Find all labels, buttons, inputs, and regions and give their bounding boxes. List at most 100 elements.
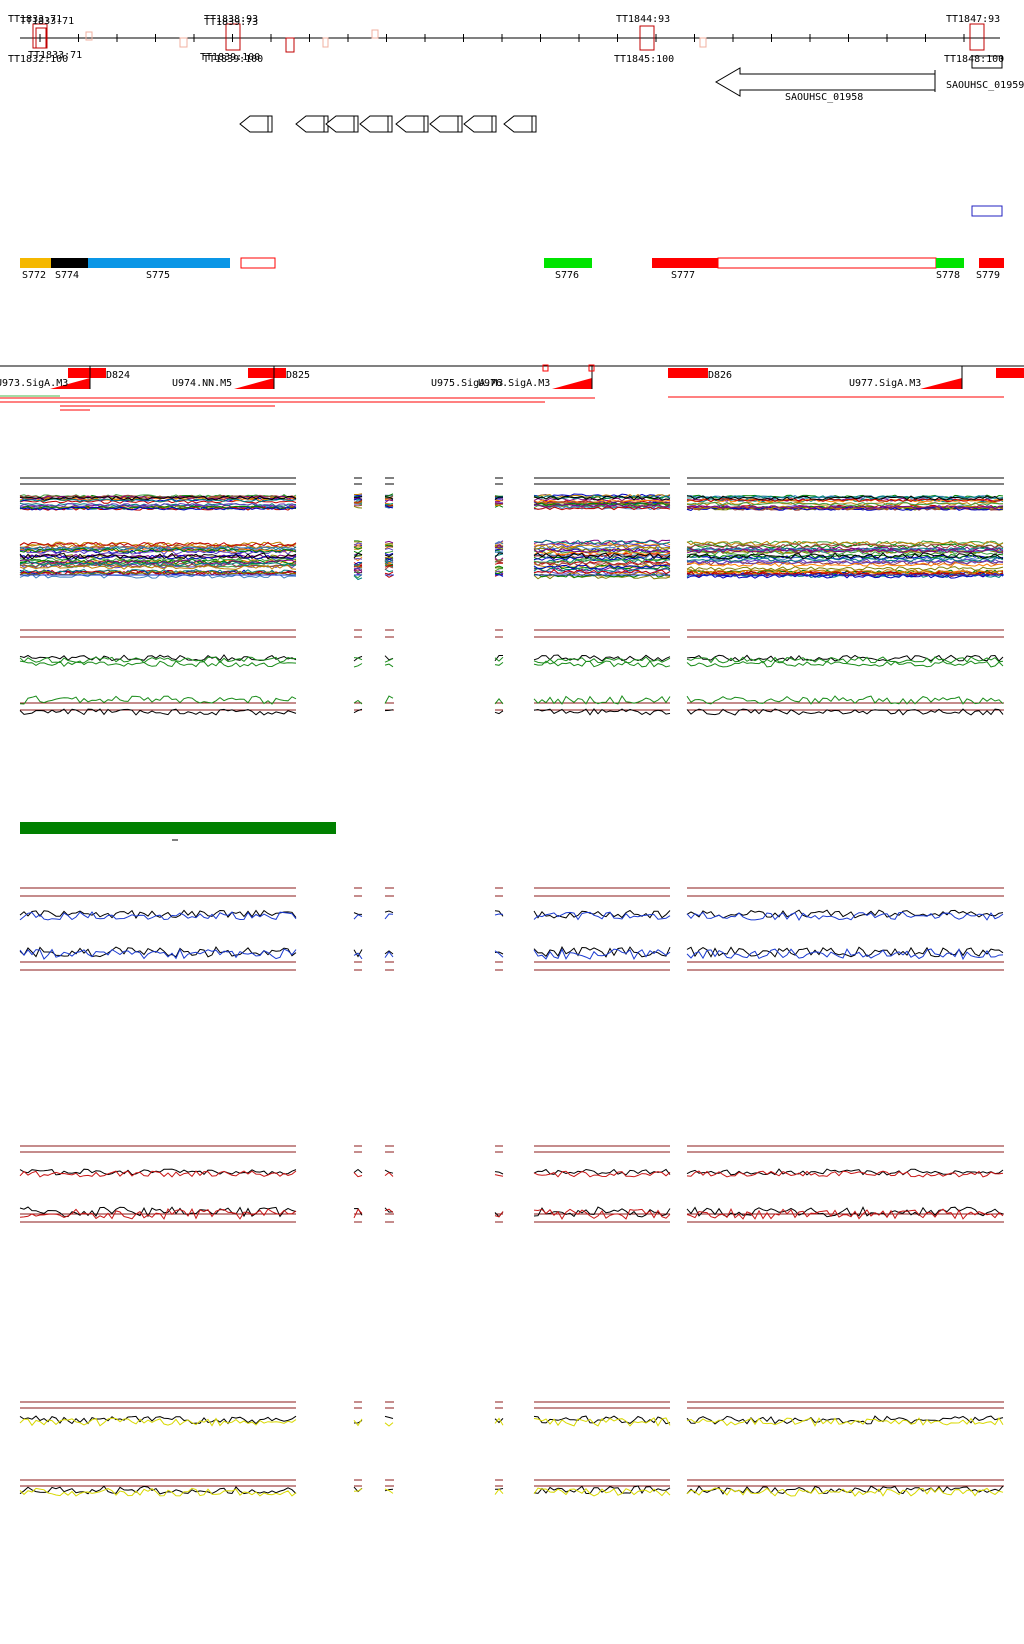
terminator-label: TT1833:71 — [28, 50, 82, 61]
small-arrow-glyph[interactable] — [430, 116, 462, 132]
terminator-box[interactable] — [286, 38, 294, 52]
expression-trace — [385, 1416, 393, 1418]
expression-trace — [354, 658, 362, 660]
segment-outline[interactable] — [241, 258, 275, 268]
expression-trace — [385, 569, 393, 571]
terminator-label: TT1844:93 — [616, 14, 670, 25]
segment-label: S774 — [55, 270, 79, 281]
segment-s776[interactable] — [544, 258, 592, 268]
terminator-box-faint — [372, 30, 378, 38]
expression-trace — [687, 661, 1003, 667]
expression-trace — [385, 914, 393, 919]
expression-trace — [354, 913, 362, 915]
small-arrow-glyph[interactable] — [296, 116, 328, 132]
expression-trace — [385, 911, 393, 913]
expression-trace — [495, 711, 503, 714]
expression-trace — [495, 662, 503, 665]
feature-label: D826 — [708, 370, 732, 381]
expression-trace — [354, 546, 362, 547]
segment-s772[interactable] — [20, 258, 51, 268]
feature-box-blue[interactable] — [972, 206, 1002, 216]
expression-trace — [495, 1175, 503, 1177]
terminator-box[interactable] — [970, 24, 984, 50]
expression-trace — [20, 1207, 296, 1217]
segment-label: S779 — [976, 270, 1000, 281]
expression-trace — [495, 1489, 503, 1494]
segment-s777[interactable] — [652, 258, 718, 268]
terminator-label: TT1839:73 — [204, 17, 258, 28]
expression-trace — [354, 1170, 362, 1173]
feature-d825[interactable] — [248, 368, 286, 378]
feature-d824[interactable] — [68, 368, 106, 378]
expression-trace — [385, 664, 393, 667]
expression-trace — [385, 551, 393, 553]
expression-trace — [354, 506, 362, 508]
expression-trace — [687, 912, 1003, 920]
segment-label: S775 — [146, 270, 170, 281]
segment-s778[interactable] — [936, 258, 964, 268]
small-arrow-glyph[interactable] — [504, 116, 536, 132]
segment-s779[interactable] — [979, 258, 1004, 268]
expression-trace — [385, 696, 393, 703]
expression-trace — [385, 1423, 393, 1426]
promoter-wedge[interactable] — [920, 378, 962, 389]
feature-end[interactable] — [996, 368, 1024, 378]
small-arrow-glyph[interactable] — [326, 116, 358, 132]
segment-label: S772 — [22, 270, 46, 281]
segment-label: S778 — [936, 270, 960, 281]
terminator-label: TT1845:100 — [614, 54, 674, 65]
expression-trace — [20, 661, 296, 667]
feature-label: U973.SigA.M3 — [0, 378, 68, 389]
expression-trace — [354, 559, 362, 560]
coverage-bar[interactable] — [20, 822, 336, 834]
terminator-track: TT1833:71 TT1833:71 TT1832:100 TT1833:71… — [8, 14, 1004, 65]
feature-label: D825 — [286, 370, 310, 381]
expression-trace — [20, 1171, 296, 1177]
small-arrow-glyph[interactable] — [240, 116, 272, 132]
expression-trace — [354, 1173, 362, 1177]
gene-label: SAOUHSC_01959 — [946, 80, 1024, 91]
feature-label: U974.NN.M5 — [172, 378, 232, 389]
expression-trace — [354, 1419, 362, 1426]
expression-trace — [354, 494, 362, 495]
segment-label: S776 — [555, 270, 579, 281]
segment-s777-outline[interactable] — [718, 258, 936, 268]
terminator-box-faint — [700, 38, 706, 47]
gene-label: SAOUHSC_01958 — [785, 92, 863, 103]
promoter-wedge[interactable] — [234, 378, 274, 389]
terminator-box-faint — [323, 38, 328, 47]
expression-trace — [385, 548, 393, 550]
expression-trace — [687, 563, 1003, 567]
segment-track: S772 S774 S775 S776 S777 S778 S779 — [20, 258, 1004, 281]
segment-s775[interactable] — [88, 258, 230, 268]
expression-trace — [534, 949, 670, 959]
expression-trace — [534, 1169, 670, 1175]
feature-track: D824 D825 D826 U973.SigA.M3 U974.NN.M5 U… — [0, 365, 1024, 410]
expression-trace — [385, 541, 393, 543]
expression-trace — [354, 505, 362, 506]
terminator-label: TT1839:100 — [203, 54, 263, 65]
small-arrow-glyph[interactable] — [464, 116, 496, 132]
small-arrow-track — [240, 116, 536, 132]
feature-label: D824 — [106, 370, 130, 381]
feature-d826[interactable] — [668, 368, 708, 378]
feature-label: U976.SigA.M3 — [478, 378, 550, 389]
segment-label: S777 — [671, 270, 695, 281]
expression-trace — [687, 1488, 1003, 1496]
expression-trace — [385, 572, 393, 574]
promoter-wedge[interactable] — [552, 378, 592, 389]
expression-trace — [534, 1418, 670, 1426]
expression-trace — [354, 495, 362, 496]
terminator-label: TT1833:71 — [20, 16, 74, 27]
small-arrow-glyph[interactable] — [360, 116, 392, 132]
expression-trace — [495, 657, 503, 661]
segment-s774[interactable] — [51, 258, 88, 268]
expression-trace — [495, 1172, 503, 1174]
expression-panels — [20, 478, 1004, 1496]
terminator-box-faint — [86, 32, 92, 40]
expression-trace — [20, 655, 296, 661]
small-arrow-glyph[interactable] — [396, 116, 428, 132]
expression-trace — [354, 664, 362, 668]
